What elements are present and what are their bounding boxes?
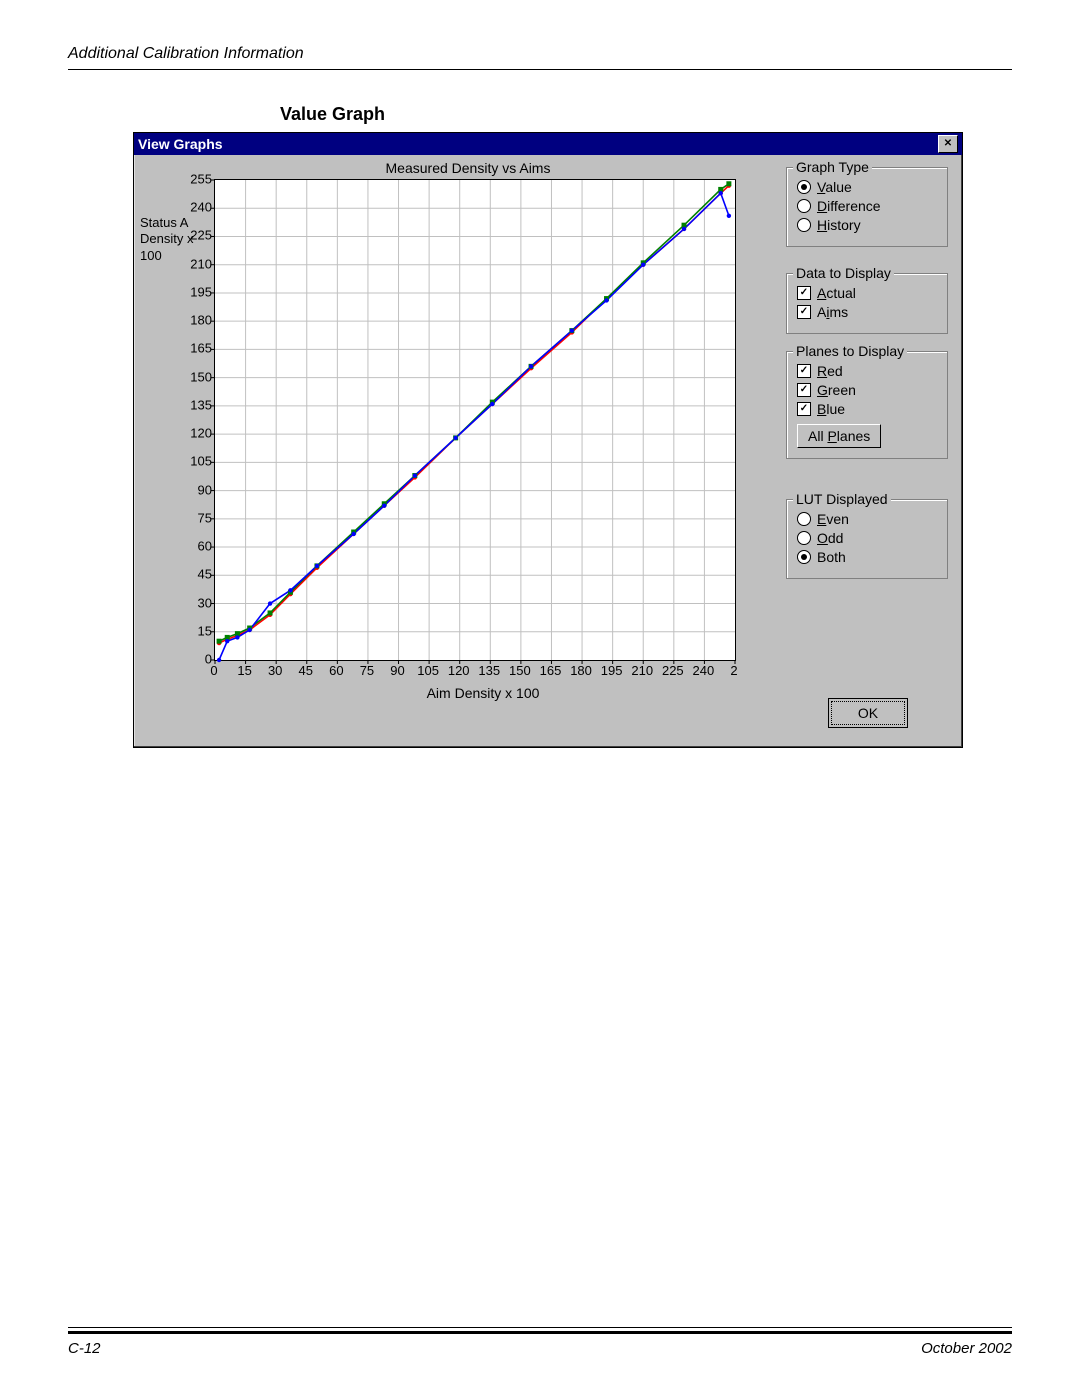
x-ticks: 0153045607590105120135150165180195210225… (214, 663, 734, 681)
close-icon[interactable]: ✕ (938, 135, 958, 153)
x-tick: 75 (360, 663, 374, 678)
y-tick: 45 (184, 567, 212, 582)
header-rule (68, 69, 1012, 70)
section-title: Value Graph (280, 104, 385, 125)
plane-checkbox[interactable]: ✓ (797, 383, 811, 397)
graph-type-label: Difference (817, 198, 881, 214)
x-tick: 240 (693, 663, 715, 678)
x-tick: 90 (390, 663, 404, 678)
ok-button[interactable]: OK (831, 701, 905, 725)
panel-data-to-display: Data to Display ✓Actual✓Aims (786, 273, 948, 334)
y-tick: 135 (184, 397, 212, 412)
y-tick: 225 (184, 228, 212, 243)
graph-type-radio[interactable] (797, 218, 811, 232)
x-tick: 150 (509, 663, 531, 678)
panel-graph-type: Graph Type ValueDifferenceHistory (786, 167, 948, 247)
footer-rule-thick (68, 1331, 1012, 1334)
x-tick: 15 (237, 663, 251, 678)
plane-label: Green (817, 382, 856, 398)
x-tick: 120 (448, 663, 470, 678)
page-header: Additional Calibration Information (68, 45, 1012, 63)
x-tick: 210 (631, 663, 653, 678)
chart-title: Measured Density vs Aims (184, 160, 752, 176)
data-display-checkbox[interactable]: ✓ (797, 305, 811, 319)
y-tick: 120 (184, 426, 212, 441)
x-tick: 105 (417, 663, 439, 678)
lut-radio[interactable] (797, 512, 811, 526)
graph-type-label: Value (817, 179, 852, 195)
y-tick: 180 (184, 313, 212, 328)
panel-planes-to-display: Planes to Display ✓Red✓Green✓BlueAll Pla… (786, 351, 948, 459)
graph-type-radio[interactable] (797, 199, 811, 213)
chart-plot-area (214, 179, 736, 661)
lut-label: Both (817, 549, 846, 565)
plane-label: Red (817, 363, 843, 379)
chart-svg (215, 180, 735, 660)
lut-label: Odd (817, 530, 843, 546)
lut-radio[interactable] (797, 531, 811, 545)
plane-label: Blue (817, 401, 845, 417)
x-tick: 165 (540, 663, 562, 678)
y-tick: 75 (184, 510, 212, 525)
y-tick: 30 (184, 595, 212, 610)
y-ticks: 0153045607590105120135150165180195210225… (184, 179, 212, 659)
lut-radio[interactable] (797, 550, 811, 564)
panel-lut-displayed: LUT Displayed EvenOddBoth (786, 499, 948, 579)
x-tick: 195 (601, 663, 623, 678)
panel-legend: Graph Type (793, 159, 872, 175)
y-tick: 210 (184, 256, 212, 271)
footer-rule-thin (68, 1327, 1012, 1328)
all-planes-button[interactable]: All Planes (797, 424, 881, 448)
y-tick: 15 (184, 623, 212, 638)
y-tick: 240 (184, 200, 212, 215)
x-tick: 225 (662, 663, 684, 678)
y-tick: 60 (184, 539, 212, 554)
plane-checkbox[interactable]: ✓ (797, 402, 811, 416)
plane-checkbox[interactable]: ✓ (797, 364, 811, 378)
y-tick: 90 (184, 482, 212, 497)
x-tick: 2 (730, 663, 737, 678)
lut-label: Even (817, 511, 849, 527)
y-tick: 165 (184, 341, 212, 356)
panel-legend: Data to Display (793, 265, 894, 281)
dialog-title: View Graphs (138, 136, 938, 152)
x-tick: 180 (570, 663, 592, 678)
y-tick: 105 (184, 454, 212, 469)
y-tick: 150 (184, 369, 212, 384)
graph-type-label: History (817, 217, 861, 233)
panel-legend: LUT Displayed (793, 491, 891, 507)
data-display-label: Actual (817, 285, 856, 301)
footer-date: October 2002 (921, 1340, 1012, 1357)
y-tick: 195 (184, 284, 212, 299)
y-tick: 0 (184, 652, 212, 667)
titlebar: View Graphs ✕ (134, 133, 962, 155)
panel-legend: Planes to Display (793, 343, 907, 359)
data-display-label: Aims (817, 304, 848, 320)
data-display-checkbox[interactable]: ✓ (797, 286, 811, 300)
x-axis-label: Aim Density x 100 (214, 685, 752, 701)
x-tick: 60 (329, 663, 343, 678)
x-tick: 0 (210, 663, 217, 678)
x-tick: 45 (299, 663, 313, 678)
footer-page-number: C-12 (68, 1340, 101, 1357)
y-tick: 255 (184, 172, 212, 187)
x-tick: 135 (478, 663, 500, 678)
x-tick: 30 (268, 663, 282, 678)
graph-type-radio[interactable] (797, 180, 811, 194)
view-graphs-dialog: View Graphs ✕ Measured Density vs Aims S… (133, 132, 963, 748)
